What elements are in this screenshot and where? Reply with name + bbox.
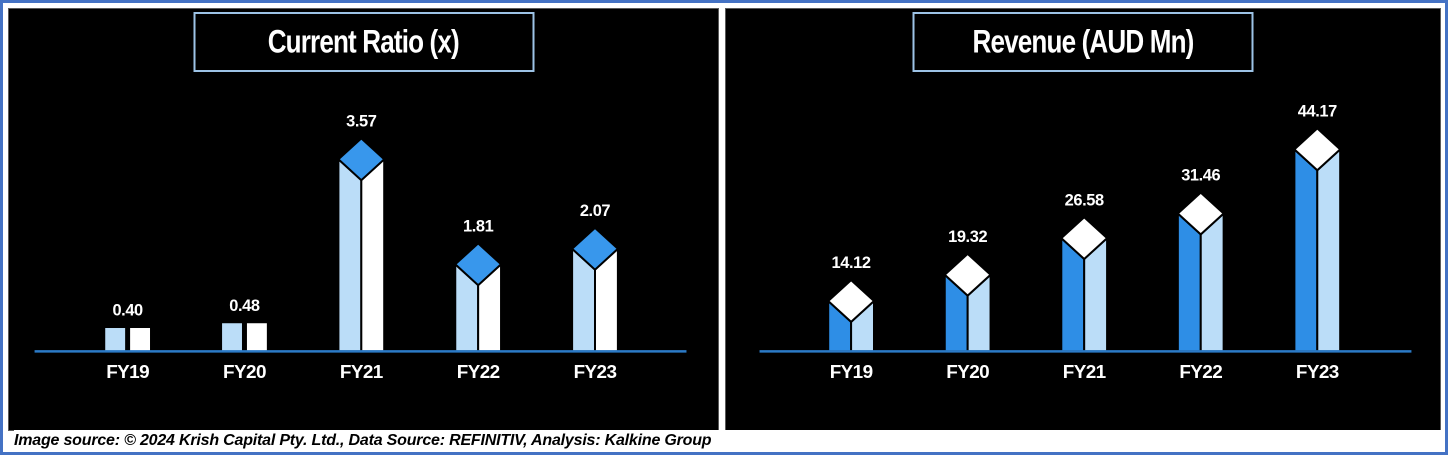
bar-right-face — [129, 327, 152, 352]
revenue-chart-panel: Revenue (AUD Mn) 14.12 FY19 19.32 FY20 26.58… — [725, 8, 1441, 431]
category-label: FY19 — [106, 362, 149, 383]
bar-right-face — [245, 322, 268, 352]
current-ratio-chart-title: Current Ratio (x) — [267, 22, 460, 61]
current-ratio-chart-panel: Current Ratio (x) 0.40 FY19 0.48 FY20 3.57 FY… — [8, 8, 719, 431]
bar-top-diamond — [453, 242, 503, 287]
value-label: 3.57 — [346, 112, 377, 130]
value-label: 26.58 — [1065, 191, 1104, 209]
category-label: FY20 — [946, 362, 989, 383]
value-label: 14.12 — [832, 254, 871, 272]
bar-right-face — [1199, 211, 1225, 353]
category-label: FY22 — [457, 362, 500, 383]
value-label: 19.32 — [948, 228, 987, 246]
revenue-bar-chart: 14.12 FY19 19.32 FY20 26.58 FY21 31.46 FY22 44.1… — [759, 102, 1412, 383]
category-label: FY21 — [340, 362, 383, 383]
value-label: 2.07 — [580, 202, 611, 220]
revenue-chart-title: Revenue (AUD Mn) — [972, 22, 1195, 61]
bar-top-diamond — [826, 278, 876, 324]
bar-top-diamond — [1059, 215, 1109, 261]
bar-top-diamond — [570, 226, 620, 272]
category-label: FY19 — [830, 362, 873, 383]
current-ratio-bar-chart: 0.40 FY19 0.48 FY20 3.57 FY21 1.81 FY22 2.07 FY23 — [34, 112, 687, 383]
category-label: FY20 — [223, 362, 266, 383]
bar-top-diamond — [943, 252, 993, 298]
source-footer-text: Image source: © 2024 Krish Capital Pty. … — [14, 432, 712, 449]
bar-right-face — [360, 157, 386, 353]
bar-top-diamond — [336, 137, 386, 182]
bar-left-face — [337, 157, 363, 353]
bar-left-face — [1293, 147, 1319, 353]
category-label: FY23 — [1296, 362, 1339, 383]
bar-left-face — [104, 327, 127, 352]
bar-left-face — [221, 322, 243, 352]
current-ratio-chart-title-box: Current Ratio (x) — [193, 12, 534, 72]
value-label: 0.48 — [229, 297, 260, 315]
category-label: FY22 — [1179, 362, 1222, 383]
value-label: 31.46 — [1181, 167, 1220, 185]
category-label: FY23 — [574, 362, 617, 383]
bar-right-face — [1316, 147, 1342, 353]
bar-top-diamond — [1176, 191, 1226, 236]
bar-top-diamond — [1292, 127, 1342, 172]
value-label: 1.81 — [463, 217, 494, 235]
bar-left-face — [1176, 211, 1202, 353]
value-label: 44.17 — [1298, 102, 1337, 120]
category-label: FY21 — [1063, 362, 1106, 383]
value-label: 0.40 — [112, 302, 143, 320]
revenue-chart-title-box: Revenue (AUD Mn) — [912, 12, 1254, 72]
source-footer: Image source: © 2024 Krish Capital Pty. … — [14, 430, 1442, 452]
